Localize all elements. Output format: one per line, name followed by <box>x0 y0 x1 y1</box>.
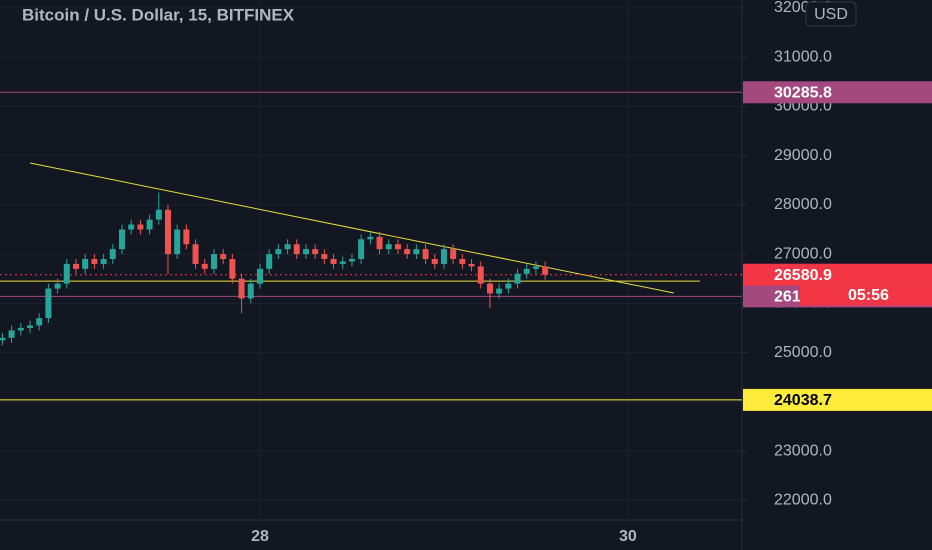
candle-body <box>26 325 33 328</box>
candle-body <box>275 249 282 255</box>
candle-body <box>459 259 466 264</box>
candle-body <box>0 337 6 341</box>
candle-body <box>100 259 107 264</box>
y-tick-label: 27000.0 <box>774 245 832 262</box>
candle-body <box>229 259 236 279</box>
candle-body <box>293 244 300 255</box>
candle-body <box>348 259 355 262</box>
chart-title: Bitcoin / U.S. Dollar, 15, BITFINEX <box>22 5 295 24</box>
candle-body <box>358 239 365 260</box>
candle-body <box>385 244 392 250</box>
candle-body <box>505 283 512 289</box>
currency-button[interactable] <box>805 1 857 27</box>
candle-body <box>155 209 162 220</box>
candle-body <box>164 209 171 255</box>
candle-body <box>321 254 328 260</box>
candle-body <box>514 273 521 284</box>
level-label: 30285.8 <box>774 85 832 102</box>
countdown-label: 05:56 <box>848 287 889 304</box>
y-tick-label: 25000.0 <box>774 344 832 361</box>
candle-body <box>302 249 309 255</box>
candle-body <box>440 249 447 264</box>
candle-body <box>284 244 291 250</box>
x-tick-label: 28 <box>251 528 269 545</box>
last-price-label: 26580.9 <box>774 267 832 284</box>
trendline <box>29 162 675 294</box>
y-tick-label: 29000.0 <box>774 147 832 164</box>
candle-body <box>8 330 15 338</box>
candle-body <box>523 268 530 274</box>
candle-body <box>330 259 337 264</box>
candle-body <box>128 224 135 230</box>
candle-body <box>266 254 273 269</box>
candle-body <box>532 266 539 269</box>
currency-label[interactable]: USD <box>814 6 848 23</box>
candle-body <box>109 249 116 260</box>
candle-body <box>63 263 70 284</box>
candle-body <box>220 254 227 260</box>
last-price-box <box>743 263 932 286</box>
level-label-box <box>743 388 932 411</box>
y-tick-label: 23000.0 <box>774 442 832 459</box>
candle-body <box>36 318 43 326</box>
candle-body <box>118 229 125 250</box>
candle-body <box>210 254 217 269</box>
candle-body <box>339 261 346 264</box>
candle-body <box>367 236 374 240</box>
level-label: 24038.7 <box>774 392 832 409</box>
y-tick-label: 22000.0 <box>774 492 832 509</box>
candle-body <box>468 263 475 267</box>
candle-body <box>422 249 429 260</box>
candle-body <box>146 219 153 230</box>
x-tick-label: 30 <box>619 528 637 545</box>
candle-body <box>256 268 263 284</box>
candle-body <box>542 266 549 275</box>
candle-body <box>477 266 484 284</box>
candle-body <box>17 327 24 331</box>
candle-body <box>201 263 208 269</box>
candle-body <box>431 259 438 264</box>
candle-body <box>174 229 181 255</box>
candle-body <box>72 263 79 269</box>
candle-body <box>183 229 190 245</box>
candle-body <box>376 236 383 250</box>
level-label-box <box>743 81 932 104</box>
candle-body <box>82 259 89 269</box>
candle-body <box>247 283 254 299</box>
candle-body <box>413 249 420 255</box>
candle-body <box>238 278 245 299</box>
candle-body <box>394 244 401 250</box>
candle-body <box>496 288 503 294</box>
candle-body <box>91 259 98 264</box>
candle-body <box>486 283 493 294</box>
candle-body <box>312 249 319 255</box>
candle-body <box>45 288 52 319</box>
candle-body <box>137 224 144 230</box>
candle-body <box>192 244 199 264</box>
countdown-box <box>800 285 932 306</box>
candle-body <box>54 283 61 289</box>
y-tick-label: 28000.0 <box>774 196 832 213</box>
y-tick-label: 31000.0 <box>774 48 832 65</box>
candle-body <box>450 249 457 260</box>
candle-body <box>404 249 411 255</box>
